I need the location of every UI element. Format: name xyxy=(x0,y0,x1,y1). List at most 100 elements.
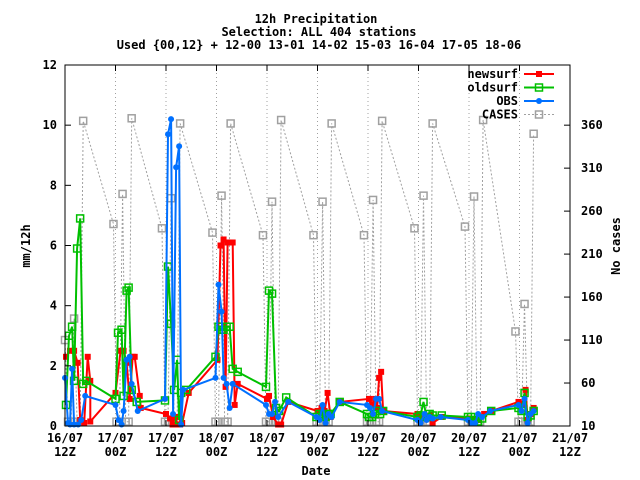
data-point xyxy=(168,116,175,123)
axes-layer: 16/0712Z17/0700Z17/0712Z18/0700Z18/0712Z… xyxy=(43,58,603,459)
data-point xyxy=(127,114,136,123)
data-point xyxy=(226,119,235,128)
data-point xyxy=(233,367,242,377)
data-point xyxy=(87,418,94,425)
x-tick-label-time: 00Z xyxy=(408,445,430,459)
data-point xyxy=(469,192,479,201)
y-tick-label: 6 xyxy=(50,239,57,253)
data-point xyxy=(212,374,219,381)
x-tick-label-time: 12Z xyxy=(155,445,177,459)
data-point xyxy=(174,421,181,428)
x-tick-label-date: 21/07 xyxy=(501,431,537,445)
y-tick-label: 8 xyxy=(50,178,57,192)
data-point xyxy=(524,419,531,426)
x-tick-label-date: 19/07 xyxy=(350,431,386,445)
data-point xyxy=(267,289,277,298)
data-point xyxy=(366,395,373,402)
y2-tick-label: 360 xyxy=(581,118,603,132)
data-point xyxy=(167,415,174,422)
data-point xyxy=(264,417,274,426)
y2-tick-label: 160 xyxy=(581,290,603,304)
x-tick-label-date: 20/07 xyxy=(400,431,436,445)
data-point xyxy=(69,365,76,372)
series-obs xyxy=(62,116,537,428)
y-tick-label: 2 xyxy=(50,359,57,373)
data-point xyxy=(217,242,224,249)
data-point xyxy=(410,224,419,233)
data-point xyxy=(258,230,268,240)
x-tick-label-date: 20/07 xyxy=(451,431,487,445)
x-tick-label-time: 00Z xyxy=(509,445,531,459)
x-tick-label-date: 18/07 xyxy=(249,431,285,445)
data-point xyxy=(176,143,183,150)
x-tick-label-date: 17/07 xyxy=(148,431,184,445)
data-point xyxy=(234,380,241,387)
data-point xyxy=(460,222,470,231)
legend-label: OBS xyxy=(496,94,518,108)
x-tick-label-time: 00Z xyxy=(105,445,127,459)
series-layer xyxy=(60,114,538,428)
y2-tick-label: 210 xyxy=(581,247,603,261)
data-point xyxy=(479,413,486,420)
data-point xyxy=(520,299,529,309)
data-point xyxy=(126,395,133,402)
data-point xyxy=(165,131,172,138)
data-point xyxy=(180,386,187,393)
data-point xyxy=(429,419,436,426)
data-point xyxy=(222,383,229,390)
data-point xyxy=(226,239,233,246)
data-point xyxy=(376,374,383,381)
x-tick-label-date: 21/07 xyxy=(552,431,588,445)
data-point xyxy=(163,410,169,417)
data-point xyxy=(217,191,226,200)
data-point xyxy=(478,115,488,125)
data-point xyxy=(117,325,126,334)
y-tick-label: 10 xyxy=(43,118,57,132)
data-point xyxy=(319,401,326,408)
data-point xyxy=(376,395,383,402)
data-point xyxy=(82,392,89,399)
legend-marker xyxy=(534,110,544,119)
data-point xyxy=(169,421,176,428)
x-tick-label-time: 12Z xyxy=(559,445,581,459)
x-tick-label-date: 17/07 xyxy=(97,431,133,445)
data-point xyxy=(318,197,327,206)
data-point xyxy=(214,417,223,426)
data-point xyxy=(515,398,522,405)
data-point xyxy=(220,374,227,381)
x-tick-label-time: 00Z xyxy=(206,445,228,459)
data-point xyxy=(69,314,79,323)
y-tick-label: 4 xyxy=(50,299,57,313)
legend-marker xyxy=(536,98,542,104)
data-point xyxy=(359,230,369,240)
data-point xyxy=(118,421,125,428)
data-point xyxy=(272,398,279,405)
data-point xyxy=(437,413,444,420)
chart-title-line-2: Selection: ALL 404 stations xyxy=(221,25,416,39)
data-point xyxy=(126,353,133,360)
data-point xyxy=(112,401,119,408)
data-point xyxy=(377,116,387,126)
data-point xyxy=(223,417,232,426)
data-point xyxy=(78,416,85,423)
data-point xyxy=(481,410,488,417)
data-point xyxy=(161,395,168,402)
series-oldsurf xyxy=(61,214,538,426)
data-point xyxy=(262,401,269,408)
y2-tick-label: 110 xyxy=(581,333,603,347)
y2-tick-label: 310 xyxy=(581,161,603,175)
data-point xyxy=(229,380,236,387)
data-point xyxy=(322,419,329,426)
legend-label: CASES xyxy=(482,108,518,122)
data-point xyxy=(518,407,525,414)
series-cases xyxy=(60,114,538,426)
data-point xyxy=(74,359,81,366)
vertical-gridlines xyxy=(115,65,520,426)
data-point xyxy=(128,380,135,387)
x-tick-label-time: 00Z xyxy=(307,445,329,459)
data-point xyxy=(124,417,133,426)
data-point xyxy=(521,395,528,402)
data-point xyxy=(120,407,127,414)
data-point xyxy=(324,389,331,396)
